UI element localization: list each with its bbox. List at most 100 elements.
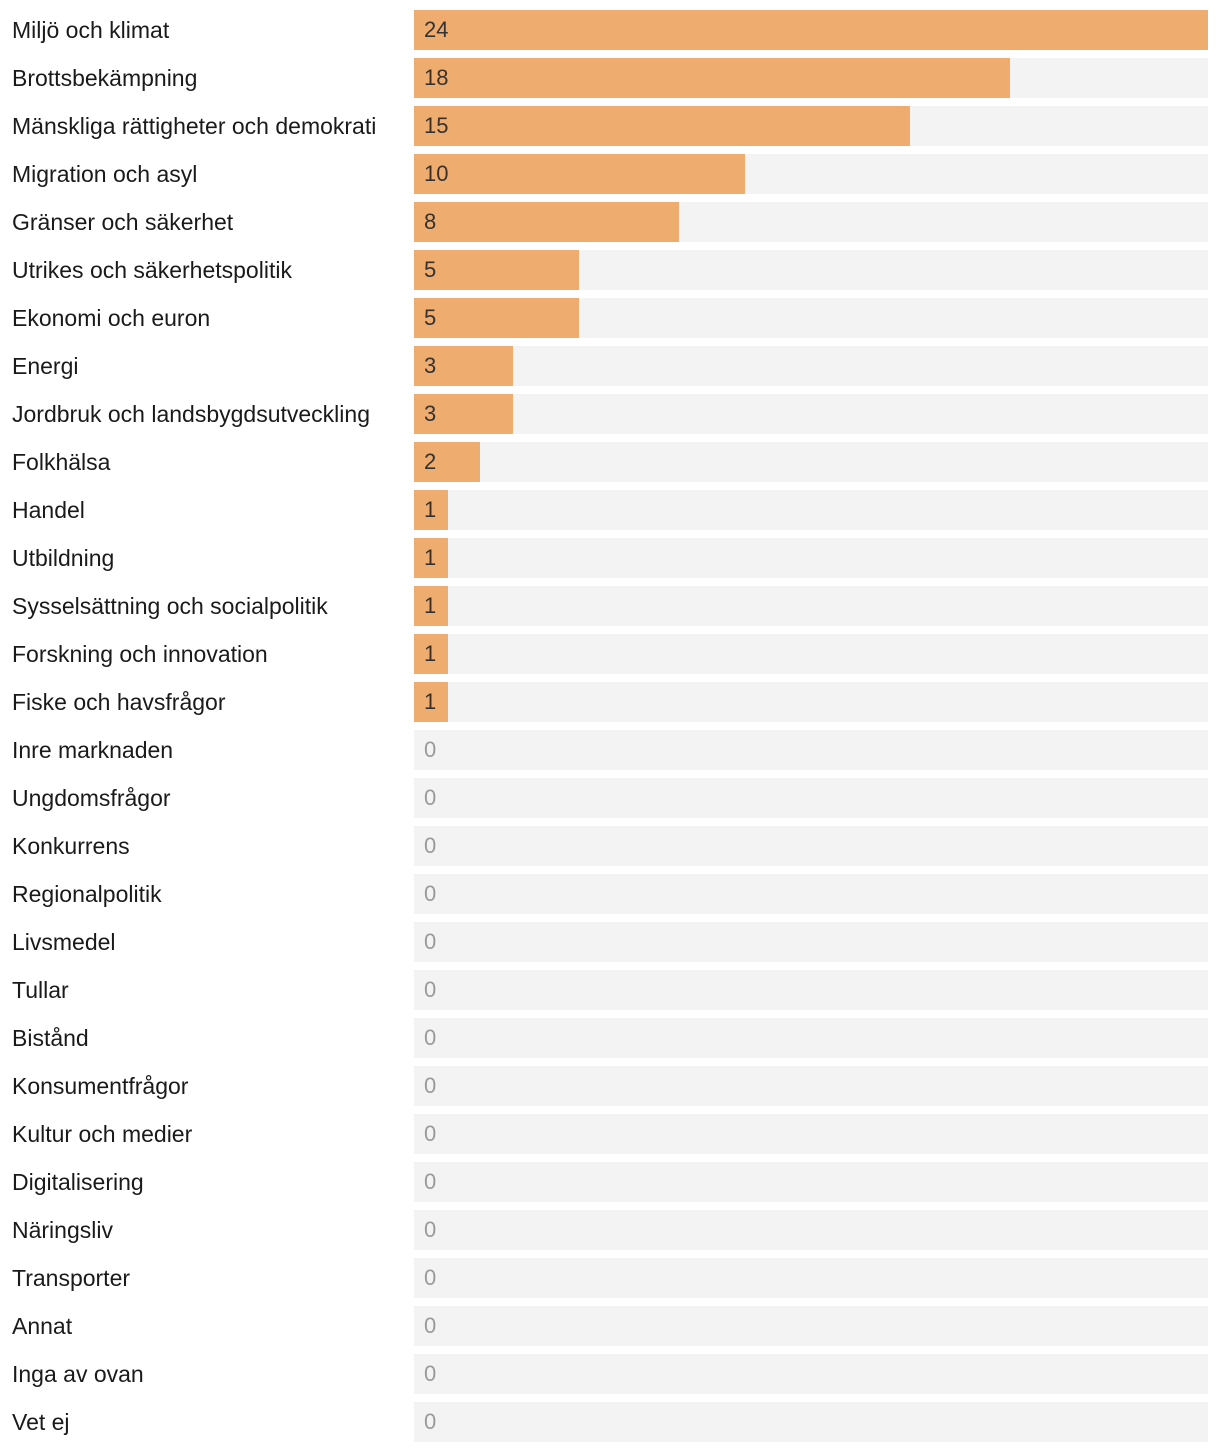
- bar-row: Ekonomi och euron 5: [0, 298, 1220, 338]
- category-label: Mänskliga rättigheter och demokrati: [12, 113, 377, 139]
- category-label: Utbildning: [12, 545, 115, 571]
- value-label: 0: [424, 1265, 437, 1290]
- value-label: 1: [424, 545, 437, 570]
- category-label: Gränser och säkerhet: [12, 209, 234, 235]
- bar: [414, 490, 448, 530]
- value-label: 2: [424, 449, 437, 474]
- bar-track: 0: [414, 730, 1208, 770]
- bar-row: Tullar 0: [0, 970, 1220, 1010]
- bar-track: 3: [414, 346, 1208, 386]
- bar-row: Brottsbekämpning 18: [0, 58, 1220, 98]
- bar-track: 0: [414, 1210, 1208, 1250]
- category-label: Konkurrens: [12, 833, 130, 859]
- bar: [414, 394, 513, 434]
- bar-track: 0: [414, 826, 1208, 866]
- bar-row: Migration och asyl 10: [0, 154, 1220, 194]
- category-label: Brottsbekämpning: [12, 65, 198, 91]
- value-label: 0: [424, 785, 437, 810]
- bar-track: 2: [414, 442, 1208, 482]
- bar-track: 0: [414, 1258, 1208, 1298]
- value-label: 0: [424, 737, 437, 762]
- value-label: 0: [424, 1169, 437, 1194]
- bar-track: 0: [414, 922, 1208, 962]
- bar: [414, 346, 513, 386]
- bar: [414, 586, 448, 626]
- bar-row: Vet ej 0: [0, 1402, 1220, 1442]
- bar-track: 0: [414, 1306, 1208, 1346]
- bar: [414, 106, 910, 146]
- category-label: Regionalpolitik: [12, 881, 162, 907]
- value-label: 0: [424, 1025, 437, 1050]
- category-label: Ekonomi och euron: [12, 305, 211, 331]
- bar-row: Inga av ovan 0: [0, 1354, 1220, 1394]
- bar-track: 0: [414, 778, 1208, 818]
- value-label: 0: [424, 1217, 437, 1242]
- bar-track: 0: [414, 1018, 1208, 1058]
- category-label: Annat: [12, 1313, 73, 1339]
- value-label: 0: [424, 833, 437, 858]
- bar-track: 0: [414, 1354, 1208, 1394]
- bar-row: Konkurrens 0: [0, 826, 1220, 866]
- category-label: Tullar: [12, 977, 69, 1003]
- bar: [414, 682, 448, 722]
- bar-row: Transporter 0: [0, 1258, 1220, 1298]
- value-label: 0: [424, 929, 437, 954]
- value-label: 24: [424, 17, 449, 42]
- category-label: Transporter: [12, 1265, 131, 1291]
- bar-track: 0: [414, 1114, 1208, 1154]
- bar-row: Forskning och innovation 1: [0, 634, 1220, 674]
- bar-track: 24: [414, 10, 1208, 50]
- category-label: Digitalisering: [12, 1169, 144, 1195]
- bar-track: 3: [414, 394, 1208, 434]
- category-label: Forskning och innovation: [12, 641, 268, 667]
- category-label: Fiske och havsfrågor: [12, 689, 226, 715]
- bar: [414, 298, 579, 338]
- value-label: 18: [424, 65, 449, 90]
- category-label: Sysselsättning och socialpolitik: [12, 593, 328, 619]
- bar-track: 0: [414, 1066, 1208, 1106]
- bar-track: 8: [414, 202, 1208, 242]
- value-label: 15: [424, 113, 449, 138]
- value-label: 0: [424, 1313, 437, 1338]
- value-label: 1: [424, 641, 437, 666]
- bar-track: 1: [414, 682, 1208, 722]
- category-label: Energi: [12, 353, 79, 379]
- bar: [414, 634, 448, 674]
- bar-track: 10: [414, 154, 1208, 194]
- bar-row: Utrikes och säkerhetspolitik 5: [0, 250, 1220, 290]
- category-label: Jordbruk och landsbygdsutveckling: [12, 401, 370, 427]
- bar: [414, 202, 679, 242]
- bar-row: Bistånd 0: [0, 1018, 1220, 1058]
- bar-row: Annat 0: [0, 1306, 1220, 1346]
- value-label: 0: [424, 881, 437, 906]
- value-label: 10: [424, 161, 449, 186]
- value-label: 0: [424, 1409, 437, 1434]
- bar-track: 1: [414, 538, 1208, 578]
- bar-row: Digitalisering 0: [0, 1162, 1220, 1202]
- bar-track: 0: [414, 1402, 1208, 1442]
- bar-row: Gränser och säkerhet 8: [0, 202, 1220, 242]
- category-label: Livsmedel: [12, 929, 116, 955]
- value-label: 1: [424, 497, 437, 522]
- bar-track: 0: [414, 1162, 1208, 1202]
- bar-row: Sysselsättning och socialpolitik 1: [0, 586, 1220, 626]
- value-label: 0: [424, 977, 437, 1002]
- bar-row: Inre marknaden 0: [0, 730, 1220, 770]
- bar-row: Miljö och klimat 24: [0, 10, 1220, 50]
- category-label: Ungdomsfrågor: [12, 785, 171, 811]
- value-label: 3: [424, 401, 437, 426]
- value-label: 5: [424, 257, 437, 282]
- value-label: 1: [424, 689, 437, 714]
- category-label: Inre marknaden: [12, 737, 174, 763]
- bar: [414, 10, 1208, 50]
- value-label: 8: [424, 209, 437, 234]
- bar-row: Livsmedel 0: [0, 922, 1220, 962]
- bar-row: Regionalpolitik 0: [0, 874, 1220, 914]
- value-label: 3: [424, 353, 437, 378]
- bar-track: 0: [414, 970, 1208, 1010]
- bar-row: Handel 1: [0, 490, 1220, 530]
- category-label: Vet ej: [12, 1409, 70, 1435]
- category-label: Migration och asyl: [12, 161, 198, 187]
- bar-track: 1: [414, 634, 1208, 674]
